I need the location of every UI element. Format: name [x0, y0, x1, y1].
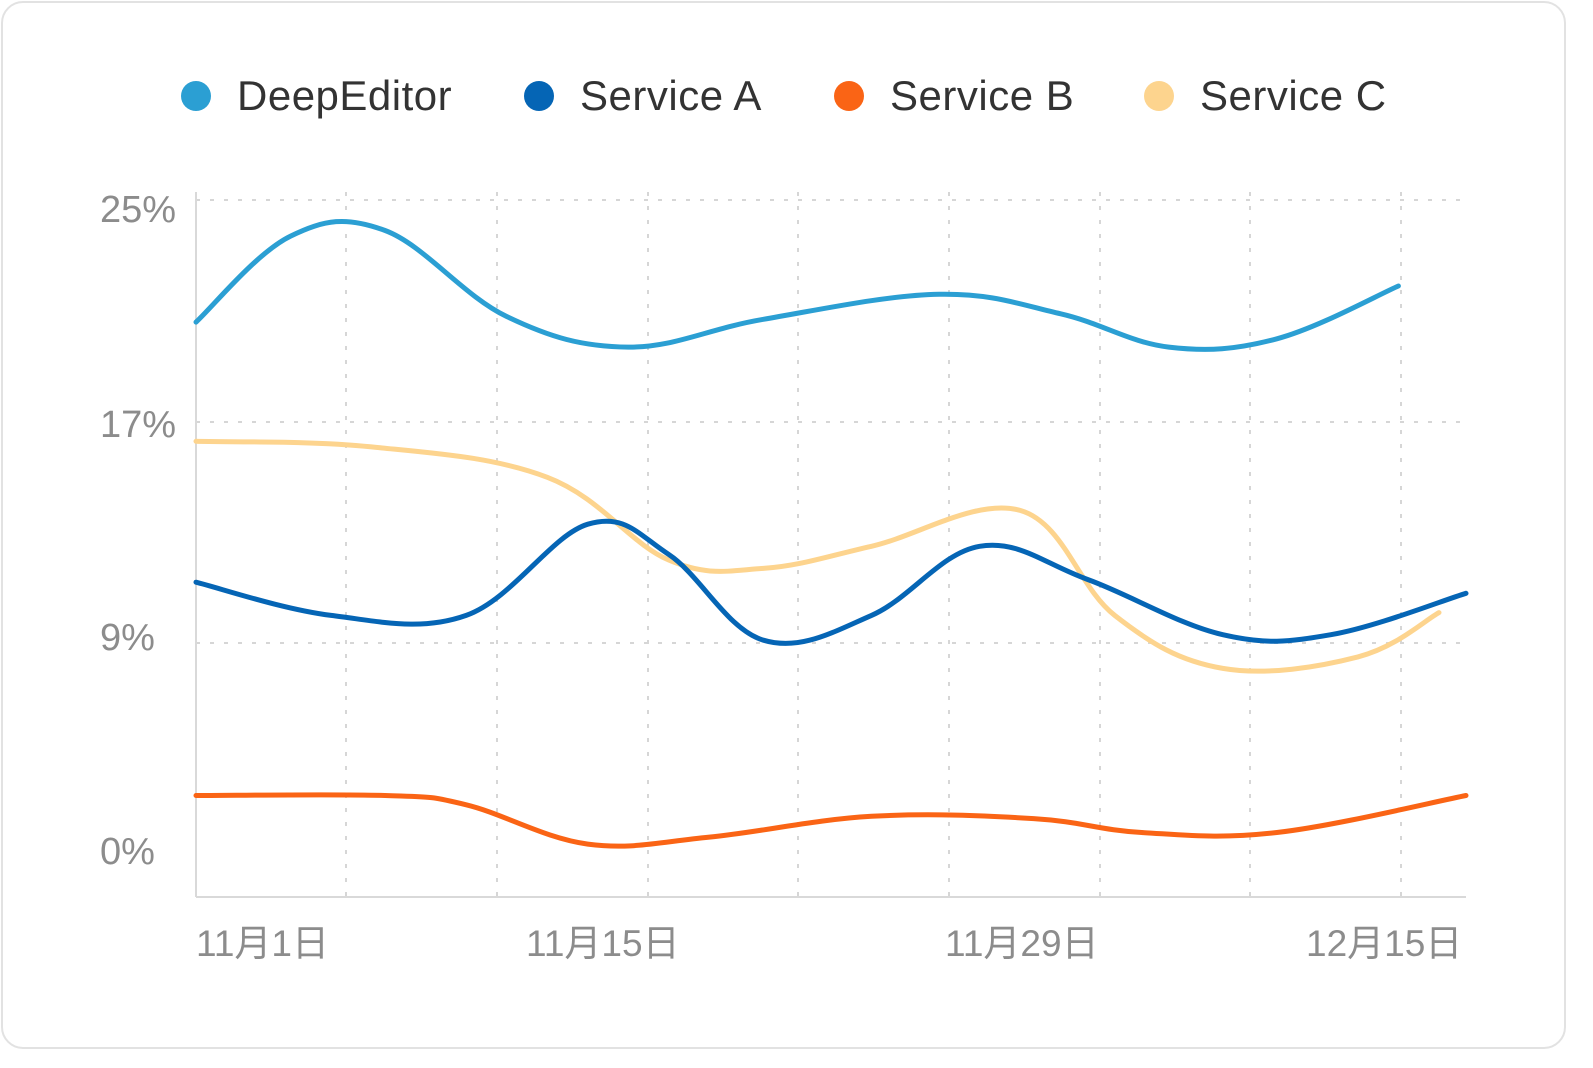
legend-label-service-c: Service C [1200, 72, 1387, 119]
y-tick-label: 0% [100, 831, 155, 873]
x-tick-label: 12月15日 [1306, 923, 1462, 964]
legend-item-service-c[interactable]: Service C [1144, 68, 1387, 124]
legend-item-service-a[interactable]: Service A [524, 68, 762, 124]
series-line-deepeditor[interactable] [193, 218, 1401, 352]
y-axis-ticks: 0% 9% 17% 25% [100, 189, 176, 873]
legend-item-service-b[interactable]: Service B [834, 68, 1074, 124]
y-tick-label: 17% [100, 404, 176, 446]
x-tick-label: 11月1日 [196, 923, 329, 964]
legend-marker-deepeditor [181, 81, 211, 111]
legend-marker-service-c [1144, 81, 1174, 111]
chart-legend: DeepEditor Service A Service B Service C [0, 0, 1593, 190]
x-tick-label: 11月29日 [945, 923, 1099, 964]
axes [195, 192, 1466, 898]
legend-label-deepeditor: DeepEditor [237, 72, 453, 119]
series-lines [193, 218, 1469, 849]
y-tick-label: 25% [100, 189, 176, 231]
legend-marker-service-a [524, 81, 554, 111]
x-tick-label: 11月15日 [526, 923, 680, 964]
legend-label-service-a: Service A [580, 72, 762, 119]
legend-marker-service-b [834, 81, 864, 111]
series-line-service-a[interactable] [193, 518, 1469, 646]
series-line-service-b[interactable] [193, 792, 1469, 849]
grid-lines [196, 192, 1466, 897]
legend-label-service-b: Service B [890, 72, 1075, 119]
y-tick-label: 9% [100, 617, 155, 659]
legend-item-deepeditor[interactable]: DeepEditor [181, 68, 452, 124]
chart-card [1, 1, 1566, 1049]
x-axis-ticks: 11月1日 11月15日 11月29日 12月15日 [196, 923, 1462, 964]
series-line-service-c[interactable] [193, 438, 1442, 674]
